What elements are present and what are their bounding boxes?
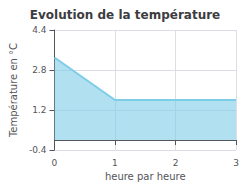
- svg-text:-0.4: -0.4: [29, 145, 47, 155]
- svg-text:3: 3: [233, 158, 239, 168]
- svg-text:Température en °C: Température en °C: [8, 43, 19, 138]
- svg-text:0: 0: [52, 158, 58, 168]
- svg-text:1.2: 1.2: [32, 105, 46, 115]
- svg-text:1: 1: [112, 158, 118, 168]
- svg-text:Evolution de la température: Evolution de la température: [30, 8, 221, 22]
- svg-text:4.4: 4.4: [32, 25, 47, 35]
- svg-text:2: 2: [173, 158, 179, 168]
- svg-text:2.8: 2.8: [32, 65, 47, 75]
- svg-text:heure par heure: heure par heure: [105, 171, 186, 182]
